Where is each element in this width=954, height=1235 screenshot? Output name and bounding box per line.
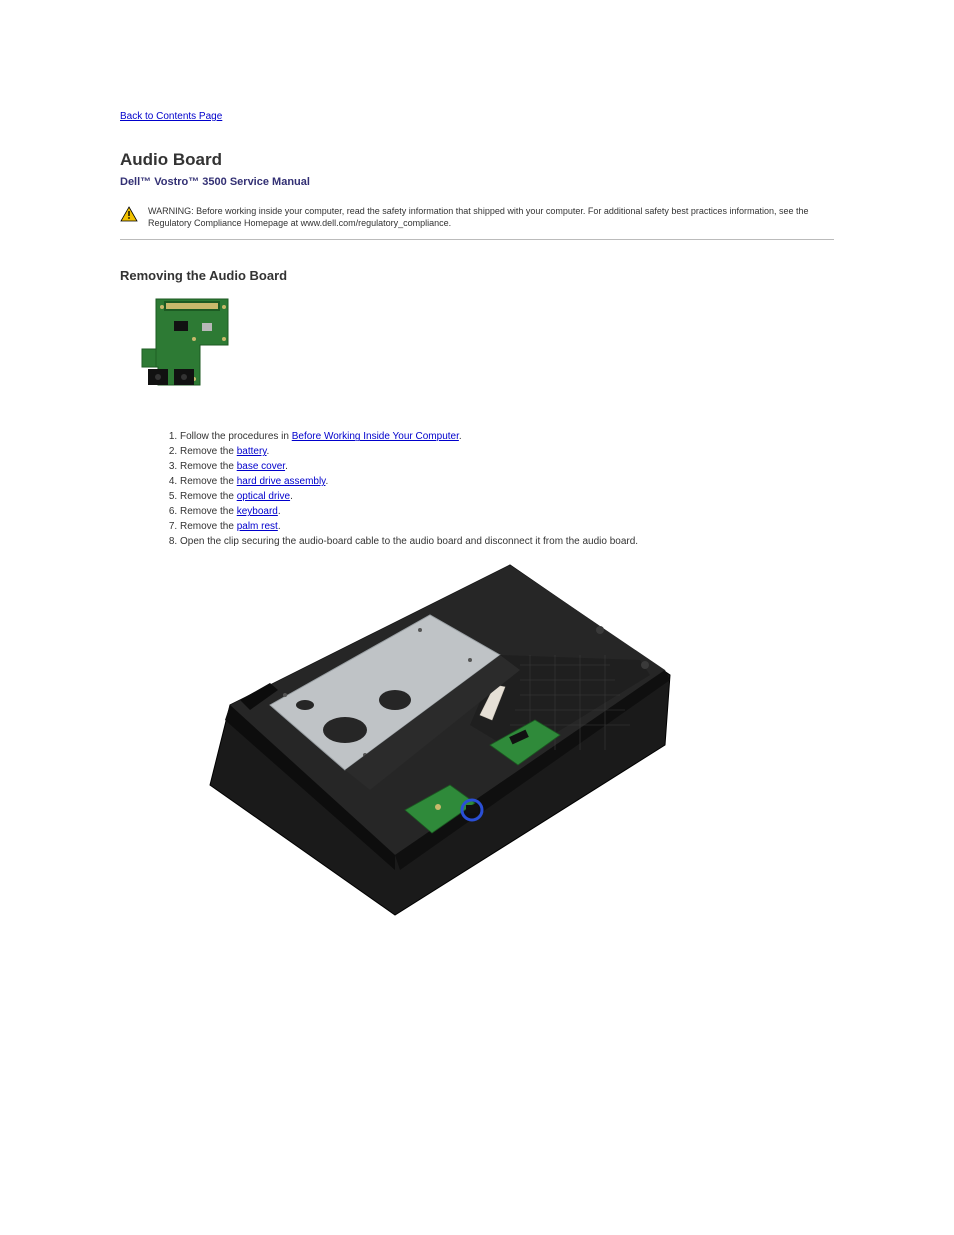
step-text: Open the clip securing the audio-board c… <box>180 536 638 547</box>
step-text: Remove the <box>180 476 237 487</box>
step-suffix: . <box>325 476 328 487</box>
step-suffix: . <box>290 491 293 502</box>
step-suffix: . <box>459 431 462 442</box>
audio-board-image <box>134 293 234 393</box>
steps-list: Follow the procedures in Before Working … <box>180 429 834 549</box>
step-link[interactable]: palm rest <box>237 521 278 532</box>
step-item: Follow the procedures in Before Working … <box>180 429 834 444</box>
step-link[interactable]: optical drive <box>237 491 290 502</box>
step-link[interactable]: keyboard <box>237 506 278 517</box>
page-title: Audio Board <box>120 150 834 170</box>
step-text: Follow the procedures in <box>180 431 292 442</box>
section-title: Removing the Audio Board <box>120 268 834 283</box>
step-suffix: . <box>267 446 270 457</box>
step-text: Remove the <box>180 521 237 532</box>
step-item: Remove the optical drive. <box>180 489 834 504</box>
step-text: Remove the <box>180 506 237 517</box>
warning-icon <box>120 206 138 222</box>
step-item: Remove the hard drive assembly. <box>180 474 834 489</box>
divider <box>120 239 834 240</box>
chassis-image <box>170 555 675 925</box>
step-link[interactable]: base cover <box>237 461 285 472</box>
step-item: Remove the base cover. <box>180 459 834 474</box>
back-to-contents-link[interactable]: Back to Contents Page <box>120 111 222 122</box>
step-item: Remove the keyboard. <box>180 504 834 519</box>
manual-subtitle: Dell™ Vostro™ 3500 Service Manual <box>120 176 834 188</box>
step-text: Remove the <box>180 491 237 502</box>
step-suffix: . <box>278 521 281 532</box>
step-link[interactable]: hard drive assembly <box>237 476 326 487</box>
step-suffix: . <box>285 461 288 472</box>
step-text: Remove the <box>180 446 237 457</box>
step-item: Remove the palm rest. <box>180 519 834 534</box>
step-link[interactable]: battery <box>237 446 267 457</box>
warning-row: WARNING: Before working inside your comp… <box>120 206 834 229</box>
warning-text: WARNING: Before working inside your comp… <box>148 206 834 229</box>
step-suffix: . <box>278 506 281 517</box>
step-item: Remove the battery. <box>180 444 834 459</box>
step-text: Remove the <box>180 461 237 472</box>
step-item: Open the clip securing the audio-board c… <box>180 534 834 549</box>
step-link[interactable]: Before Working Inside Your Computer <box>292 431 459 442</box>
